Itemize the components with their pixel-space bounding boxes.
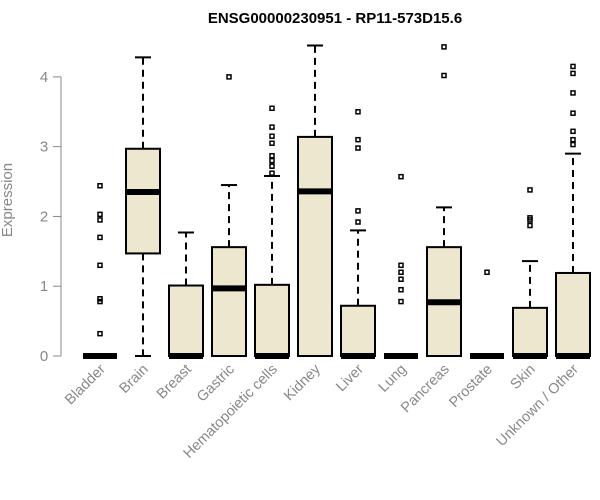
x-tick-label: Breast xyxy=(154,362,195,403)
x-tick-label: Unknown / Other xyxy=(494,361,582,449)
outlier-point xyxy=(269,163,275,169)
y-tick-label: 2 xyxy=(40,208,48,225)
x-tick-label: Skin xyxy=(508,362,539,393)
iqr-box xyxy=(125,147,161,255)
iqr-box xyxy=(512,306,548,357)
box-skin xyxy=(512,187,548,359)
outlier-point xyxy=(527,222,533,229)
y-tick-label: 4 xyxy=(40,69,48,86)
outlier-point xyxy=(527,215,533,221)
outlier-point xyxy=(398,298,404,305)
outlier-point xyxy=(97,330,103,337)
x-tick-label: Kidney xyxy=(281,361,324,404)
outlier-point xyxy=(570,136,576,143)
outlier-point xyxy=(97,217,103,223)
outlier-point xyxy=(269,170,275,176)
iqr-box xyxy=(340,304,376,358)
outlier-point xyxy=(269,133,275,139)
iqr-box xyxy=(168,284,204,357)
outlier-point xyxy=(398,269,404,276)
iqr-box xyxy=(211,246,247,357)
box-lung xyxy=(384,173,418,359)
outlier-point xyxy=(97,298,103,305)
outlier-point xyxy=(441,72,447,79)
outlier-point xyxy=(441,44,447,50)
outlier-point xyxy=(527,187,533,193)
x-tick-label: Liver xyxy=(333,361,367,395)
y-axis: 0 1 2 3 4 xyxy=(40,69,62,365)
outlier-point xyxy=(398,262,404,269)
box-gastric xyxy=(211,74,247,357)
iqr-box xyxy=(555,271,591,357)
outlier-point xyxy=(398,276,404,282)
box-breast xyxy=(168,231,204,359)
x-tick-label: Lung xyxy=(376,362,410,396)
outlier-point xyxy=(355,136,361,143)
outlier-point xyxy=(97,234,103,241)
outlier-point xyxy=(97,211,103,218)
chart-title: ENSG00000230951 - RP11-573D15.6 xyxy=(208,10,462,27)
outlier-point xyxy=(226,74,232,80)
y-tick-label: 1 xyxy=(40,278,48,295)
x-tick-label: Prostate xyxy=(446,362,495,411)
box-bladder xyxy=(83,182,117,359)
boxes-group xyxy=(83,44,591,359)
y-tick-label: 0 xyxy=(40,348,48,365)
box-unknown-other xyxy=(555,63,591,359)
outlier-point xyxy=(97,296,103,302)
outlier-point xyxy=(355,219,361,225)
box-liver xyxy=(340,109,376,359)
outlier-point xyxy=(269,152,275,159)
outlier-point xyxy=(398,173,404,180)
outlier-point xyxy=(355,145,361,151)
outlier-point xyxy=(398,286,404,293)
outlier-point xyxy=(97,262,103,269)
outlier-point xyxy=(355,208,361,214)
box-hematopoietic-cells xyxy=(254,105,290,359)
iqr-box xyxy=(297,135,333,357)
outlier-point xyxy=(570,110,576,116)
box-kidney xyxy=(297,44,333,357)
x-tick-label: Bladder xyxy=(62,361,109,408)
y-tick-label: 3 xyxy=(40,139,48,156)
box-brain xyxy=(125,56,161,357)
outlier-point xyxy=(484,269,490,276)
outlier-point xyxy=(570,128,576,135)
y-axis-label: Expression xyxy=(0,163,16,237)
box-prostate xyxy=(470,269,504,359)
outlier-point xyxy=(570,90,576,96)
outlier-point xyxy=(355,109,361,115)
outlier-point xyxy=(269,105,275,112)
iqr-box xyxy=(254,283,290,357)
outlier-point xyxy=(269,157,275,164)
outlier-point xyxy=(97,182,103,189)
outlier-point xyxy=(269,124,275,130)
outlier-point xyxy=(570,63,576,70)
outlier-point xyxy=(269,140,275,146)
box-pancreas xyxy=(426,44,462,357)
outlier-point xyxy=(570,70,576,77)
x-tick-label: Brain xyxy=(117,362,152,397)
outlier-point xyxy=(570,141,576,148)
